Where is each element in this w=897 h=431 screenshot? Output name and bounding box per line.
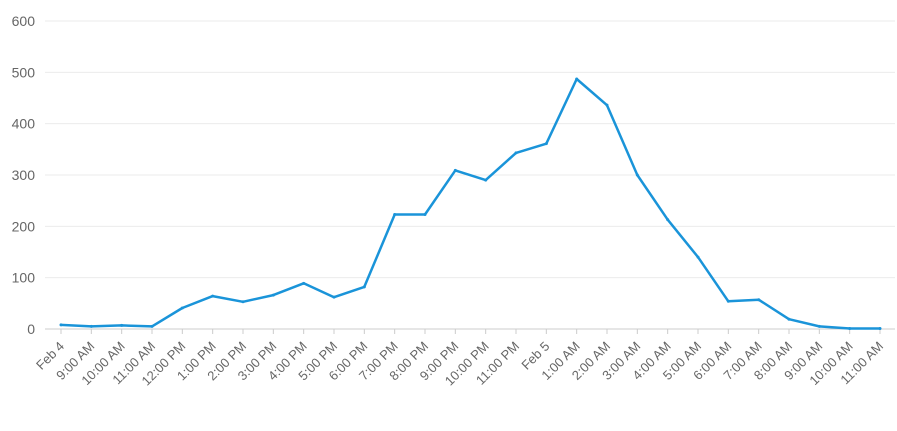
grid-lines [45,20,895,279]
data-point[interactable] [787,317,791,321]
data-point[interactable] [605,103,609,107]
data-point[interactable] [59,323,63,327]
data-point[interactable] [757,298,761,302]
data-point[interactable] [696,255,700,259]
data-point[interactable] [89,324,93,328]
data-point[interactable] [817,324,821,328]
data-point[interactable] [544,142,548,146]
data-point[interactable] [514,151,518,155]
data-point[interactable] [150,324,154,328]
y-tick-label: 600 [12,13,36,29]
y-tick-label: 400 [12,116,36,132]
data-point[interactable] [575,77,579,81]
y-tick-label: 0 [27,321,35,337]
data-point[interactable] [332,295,336,299]
data-point[interactable] [120,323,124,327]
data-point[interactable] [848,326,852,330]
data-point[interactable] [271,293,275,297]
data-point[interactable] [241,300,245,304]
y-tick-label: 300 [12,167,36,183]
series-line [59,77,882,330]
data-point[interactable] [393,213,397,217]
data-point[interactable] [635,173,639,177]
data-point[interactable] [423,213,427,217]
y-tick-label: 500 [12,64,36,80]
data-point[interactable] [211,294,215,298]
data-point[interactable] [453,168,457,172]
y-axis: 0 100 200 300 400 500 600 [12,13,36,337]
series [59,77,882,330]
data-point[interactable] [362,285,366,289]
data-point[interactable] [180,306,184,310]
data-point[interactable] [726,299,730,303]
data-point[interactable] [484,178,488,182]
data-point[interactable] [878,326,882,330]
y-tick-label: 200 [12,218,36,234]
y-tick-label: 100 [12,270,36,286]
data-point[interactable] [666,218,670,222]
data-point[interactable] [302,281,306,285]
